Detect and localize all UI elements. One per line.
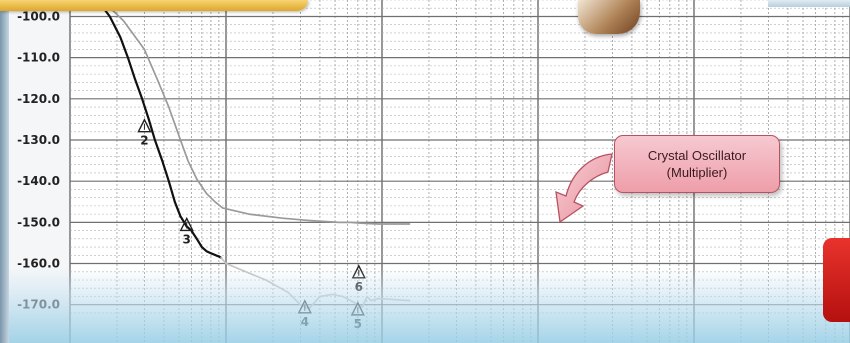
top-right-decoration [768,0,850,7]
y-tick-label: -150.0 [17,215,60,229]
y-tick-label: -130.0 [17,133,60,147]
marker-label: 6 [355,280,363,294]
y-tick-label: -140.0 [17,174,60,188]
down-left-curved-arrow-icon [555,153,613,224]
marker-label: 3 [183,232,191,246]
red-accent-block [823,238,850,322]
callout-line-1: Crystal Oscillator [647,148,747,163]
y-tick-label: -110.0 [17,51,60,65]
y-tick-label: -100.0 [17,9,60,23]
top-banner [0,0,308,11]
series-line-1 [96,0,223,259]
triangle-marker-icon [179,216,194,232]
y-tick-labels: -100.0 -110.0 -120.0 -130.0 -140.0 -150.0 -160… [17,9,60,311]
callout-line-2: (Multiplier) [666,165,728,180]
y-tick-label: -160.0 [17,257,60,271]
marker-label: 4 [301,315,309,329]
left-edge-bar [0,0,9,343]
triangle-marker-icon [137,118,152,133]
marker-label: 5 [354,317,362,331]
decorative-device-image [578,0,640,34]
marker-label: 2 [140,134,148,148]
y-tick-label: -170.0 [17,298,60,312]
crystal-oscillator-callout: Crystal Oscillator (Multiplier) [614,135,780,193]
series-line-2 [100,0,411,225]
y-tick-label: -120.0 [17,92,60,106]
